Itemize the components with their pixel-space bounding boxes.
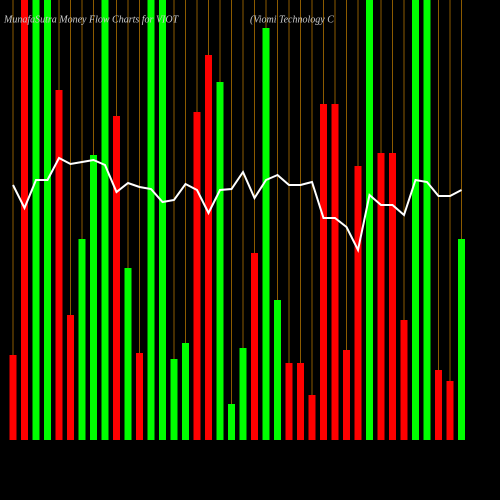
bar xyxy=(343,350,350,440)
bar xyxy=(285,363,293,440)
bar xyxy=(297,363,304,440)
bar xyxy=(113,116,120,440)
chart-subtitle: (Viomi Technology C xyxy=(250,14,334,25)
bar xyxy=(400,320,408,440)
bar xyxy=(44,0,51,440)
bar xyxy=(147,0,155,440)
bar xyxy=(389,153,396,440)
bar xyxy=(216,82,224,440)
bar xyxy=(446,381,454,440)
bar xyxy=(136,353,143,440)
bar xyxy=(331,104,339,440)
bar xyxy=(412,0,419,440)
bar xyxy=(251,253,258,440)
bar xyxy=(21,0,28,440)
bar xyxy=(159,0,166,440)
bar xyxy=(9,355,17,440)
bar xyxy=(377,153,385,440)
bar xyxy=(193,112,201,440)
bar xyxy=(32,0,40,440)
bar xyxy=(67,315,74,440)
bar xyxy=(435,370,442,440)
bar xyxy=(182,343,189,440)
bar xyxy=(423,0,431,440)
bar xyxy=(354,166,362,440)
bar xyxy=(170,359,178,440)
bar xyxy=(101,0,109,440)
bar xyxy=(78,239,86,440)
money-flow-line xyxy=(12,156,462,254)
bar xyxy=(308,395,316,440)
bar xyxy=(228,404,235,440)
chart-title: MunafaSutra Money Flow Charts for VIOT xyxy=(3,14,180,25)
bar xyxy=(124,268,132,440)
bar xyxy=(274,300,281,440)
bar xyxy=(55,90,63,440)
bar xyxy=(366,0,373,440)
bar xyxy=(239,348,247,440)
bar xyxy=(205,55,212,440)
bar xyxy=(320,104,327,440)
bar xyxy=(458,239,465,440)
bar xyxy=(262,28,270,440)
bar xyxy=(90,155,97,440)
